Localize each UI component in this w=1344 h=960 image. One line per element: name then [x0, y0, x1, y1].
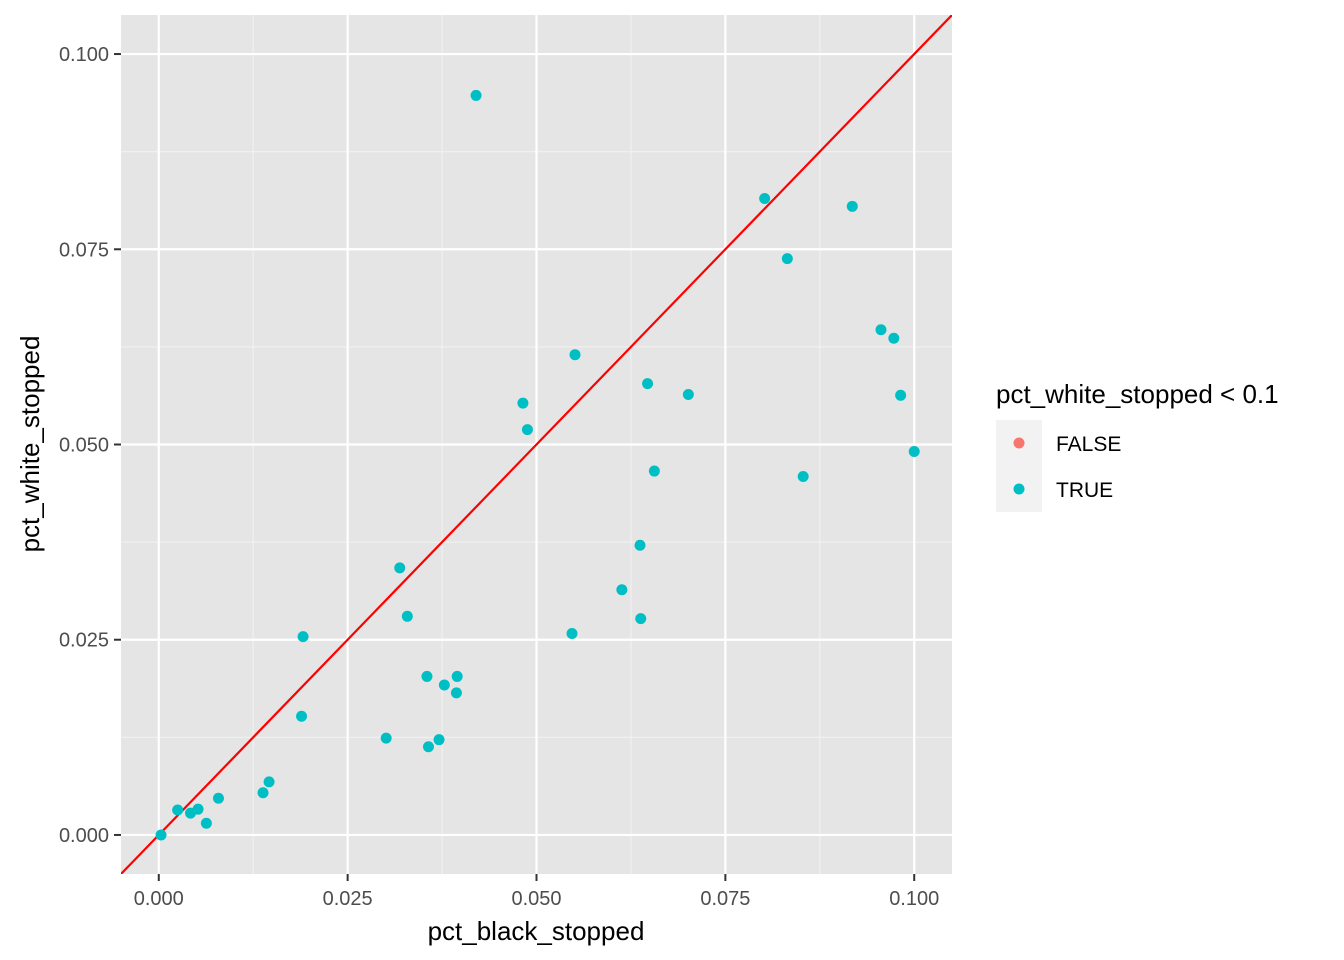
y-tick-label: 0.100	[59, 44, 109, 66]
legend: pct_white_stopped < 0.1 FALSE TRUE	[996, 379, 1279, 512]
data-point	[634, 539, 646, 551]
data-point	[401, 610, 413, 622]
data-point	[682, 389, 694, 401]
x-tick-label: 0.100	[889, 888, 939, 910]
data-point	[212, 792, 224, 804]
y-axis-title: pct_white_stopped	[15, 336, 45, 553]
x-tick-label: 0.000	[134, 888, 184, 910]
reference-line-y-equals-x	[121, 15, 952, 874]
data-point	[569, 349, 581, 361]
data-point	[759, 193, 771, 205]
data-point	[521, 424, 533, 436]
data-point	[451, 670, 463, 682]
data-point	[875, 324, 887, 336]
x-axis-ticks: 0.000 0.025 0.050 0.075 0.100	[134, 874, 939, 910]
data-point	[433, 734, 445, 746]
data-point	[394, 562, 406, 574]
data-point	[450, 687, 462, 699]
data-point	[438, 679, 450, 691]
data-point	[192, 803, 204, 815]
y-axis-ticks: 0.000 0.025 0.050 0.075 0.100	[59, 44, 121, 847]
y-tick-label: 0.000	[59, 825, 109, 847]
data-point	[781, 253, 793, 265]
data-point	[635, 613, 647, 625]
data-point	[470, 89, 482, 101]
data-point	[846, 200, 858, 212]
legend-dot-false	[1013, 437, 1025, 449]
data-point	[517, 397, 529, 409]
data-point	[172, 804, 184, 816]
data-point	[380, 732, 392, 744]
data-point	[895, 389, 907, 401]
data-point	[616, 584, 628, 596]
data-point	[263, 776, 275, 788]
data-point	[888, 332, 900, 344]
data-point	[155, 829, 167, 841]
data-point	[908, 446, 920, 458]
data-point	[642, 378, 654, 390]
data-point	[297, 631, 309, 643]
x-tick-label: 0.075	[700, 888, 750, 910]
legend-label-true: TRUE	[1056, 479, 1113, 502]
data-points	[155, 89, 920, 841]
legend-label-false: FALSE	[1056, 433, 1121, 456]
legend-title: pct_white_stopped < 0.1	[996, 379, 1279, 409]
data-point	[648, 465, 660, 477]
data-point	[296, 710, 308, 722]
data-point	[421, 670, 433, 682]
y-tick-label: 0.075	[59, 239, 109, 261]
y-tick-label: 0.025	[59, 630, 109, 652]
legend-dot-true	[1013, 483, 1025, 495]
x-tick-label: 0.050	[511, 888, 561, 910]
data-point	[257, 787, 269, 799]
data-point	[422, 741, 434, 753]
x-tick-label: 0.025	[323, 888, 373, 910]
data-point	[200, 817, 212, 829]
data-point	[566, 627, 578, 639]
data-point	[797, 471, 809, 483]
y-tick-label: 0.050	[59, 435, 109, 457]
x-axis-title: pct_black_stopped	[428, 916, 645, 946]
